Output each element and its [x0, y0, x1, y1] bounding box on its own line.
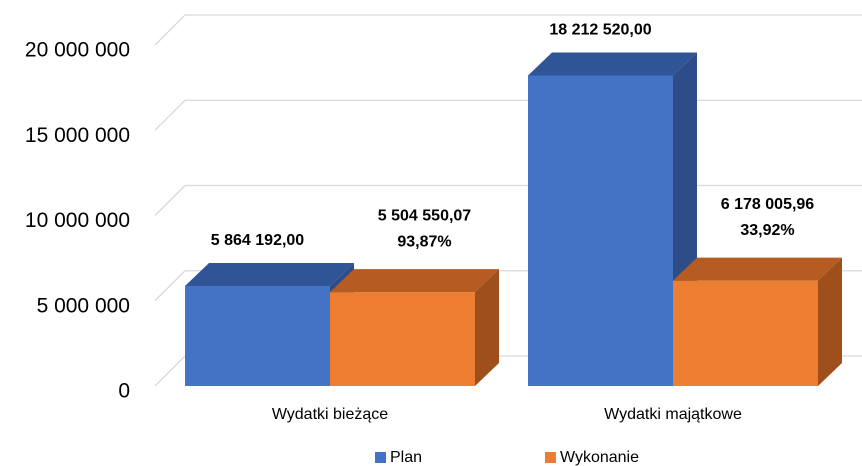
percent-label: 93,87% — [397, 233, 451, 250]
value-label: 6 178 005,96 — [721, 196, 815, 213]
legend-label: Plan — [390, 449, 422, 466]
bar-front — [528, 75, 673, 386]
percent-label: 33,92% — [740, 222, 794, 239]
x-tick-label: Wydatki bieżące — [272, 406, 388, 423]
grid-line — [154, 99, 862, 131]
y-tick-label: 20 000 000 — [25, 39, 130, 62]
grid-line — [154, 14, 862, 46]
bar-front — [330, 292, 475, 386]
x-tick-label: Wydatki majątkowe — [604, 406, 742, 423]
value-label: 5 864 192,00 — [211, 232, 305, 249]
bar-side — [818, 257, 842, 386]
y-tick-label: 10 000 000 — [25, 209, 130, 232]
value-label: 5 504 550,07 — [378, 207, 472, 224]
bar-front — [673, 280, 818, 386]
y-tick-label: 5 000 000 — [37, 294, 130, 317]
bar-front — [185, 286, 330, 386]
bar-top — [673, 257, 842, 281]
bar-top — [185, 263, 354, 287]
y-tick-label: 15 000 000 — [25, 124, 130, 147]
bar-side — [475, 269, 499, 386]
y-tick-label: 0 — [118, 380, 130, 403]
legend-label: Wykonanie — [560, 449, 639, 466]
bar-top — [330, 269, 499, 293]
value-label: 18 212 520,00 — [549, 22, 651, 39]
legend-swatch — [545, 452, 556, 463]
bar-top — [528, 52, 697, 76]
legend-swatch — [375, 452, 386, 463]
